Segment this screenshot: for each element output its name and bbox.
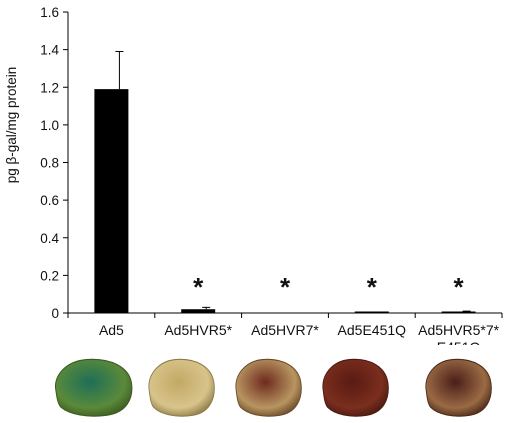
category-label: Ad5HVR5* <box>164 322 232 338</box>
significance-marker: * <box>280 272 291 302</box>
bar <box>181 309 216 313</box>
ad5hvr7-liver-photo <box>232 356 304 418</box>
bar <box>441 311 476 313</box>
y-tick-label: 1.4 <box>40 43 59 58</box>
ad5e451q-liver-photo <box>319 356 391 418</box>
y-axis-title: pg β-gal/mg protein <box>4 67 19 184</box>
y-tick-label: 0.8 <box>40 156 59 171</box>
category-label: Ad5HVR7* <box>251 322 319 338</box>
significance-marker: * <box>193 272 204 302</box>
bar <box>94 89 129 313</box>
y-tick-label: 1.0 <box>40 118 59 133</box>
y-tick-label: 1.2 <box>40 80 59 95</box>
ad5-liver-photo <box>51 356 135 418</box>
category-label: E451Q <box>437 339 481 345</box>
bar-chart: 00.20.40.60.81.01.21.41.6 Ad5*Ad5HVR5**A… <box>4 5 503 345</box>
y-tick-label: 0 <box>51 306 59 321</box>
chart-axes: 0 0.2 0.4 0.6 0.8 1.0 1.2 1.4 1.6 <box>40 5 503 321</box>
ad5hvr5-liver-photo <box>145 356 217 418</box>
ad5hvr5-7-e451q-liver-photo <box>422 356 494 418</box>
y-tick-label: 1.6 <box>40 5 59 20</box>
category-label: Ad5E451Q <box>338 322 407 338</box>
y-tick-label: 0.2 <box>40 268 59 283</box>
significance-marker: * <box>367 272 378 302</box>
bar <box>354 311 389 313</box>
chart-labels: Ad5 * Ad5HVR5* * Ad5HVR7* * Ad5E451Q * Ad5HVR5*7… <box>99 272 500 345</box>
category-label: Ad5HVR5*7* <box>418 322 499 338</box>
category-label: Ad5 <box>99 322 124 338</box>
y-tick-label: 0.4 <box>40 231 59 246</box>
significance-marker: * <box>454 272 465 302</box>
y-tick-label: 0.6 <box>40 193 59 208</box>
chart-bars <box>94 51 476 313</box>
organ-photo-row <box>0 350 520 423</box>
